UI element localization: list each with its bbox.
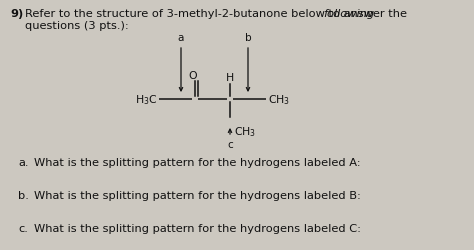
Text: 9): 9) — [10, 9, 23, 19]
Text: O: O — [189, 71, 197, 81]
Text: b: b — [245, 33, 251, 43]
Text: questions (3 pts.):: questions (3 pts.): — [25, 21, 129, 31]
Text: What is the splitting pattern for the hydrogens labeled A:: What is the splitting pattern for the hy… — [34, 157, 361, 167]
Text: following: following — [323, 9, 374, 19]
Text: CH$_3$: CH$_3$ — [268, 93, 290, 106]
Text: c.: c. — [18, 223, 28, 233]
Text: Refer to the structure of 3-methyl-2-butanone below to answer the: Refer to the structure of 3-methyl-2-but… — [25, 9, 410, 19]
Text: H: H — [226, 73, 234, 83]
Text: c: c — [227, 140, 233, 149]
Text: H$_3$C: H$_3$C — [135, 93, 157, 106]
Text: What is the splitting pattern for the hydrogens labeled C:: What is the splitting pattern for the hy… — [34, 223, 361, 233]
Text: b.: b. — [18, 190, 29, 200]
Text: What is the splitting pattern for the hydrogens labeled B:: What is the splitting pattern for the hy… — [34, 190, 361, 200]
Text: a: a — [178, 33, 184, 43]
Text: a.: a. — [18, 157, 28, 167]
Text: CH$_3$: CH$_3$ — [234, 124, 256, 138]
